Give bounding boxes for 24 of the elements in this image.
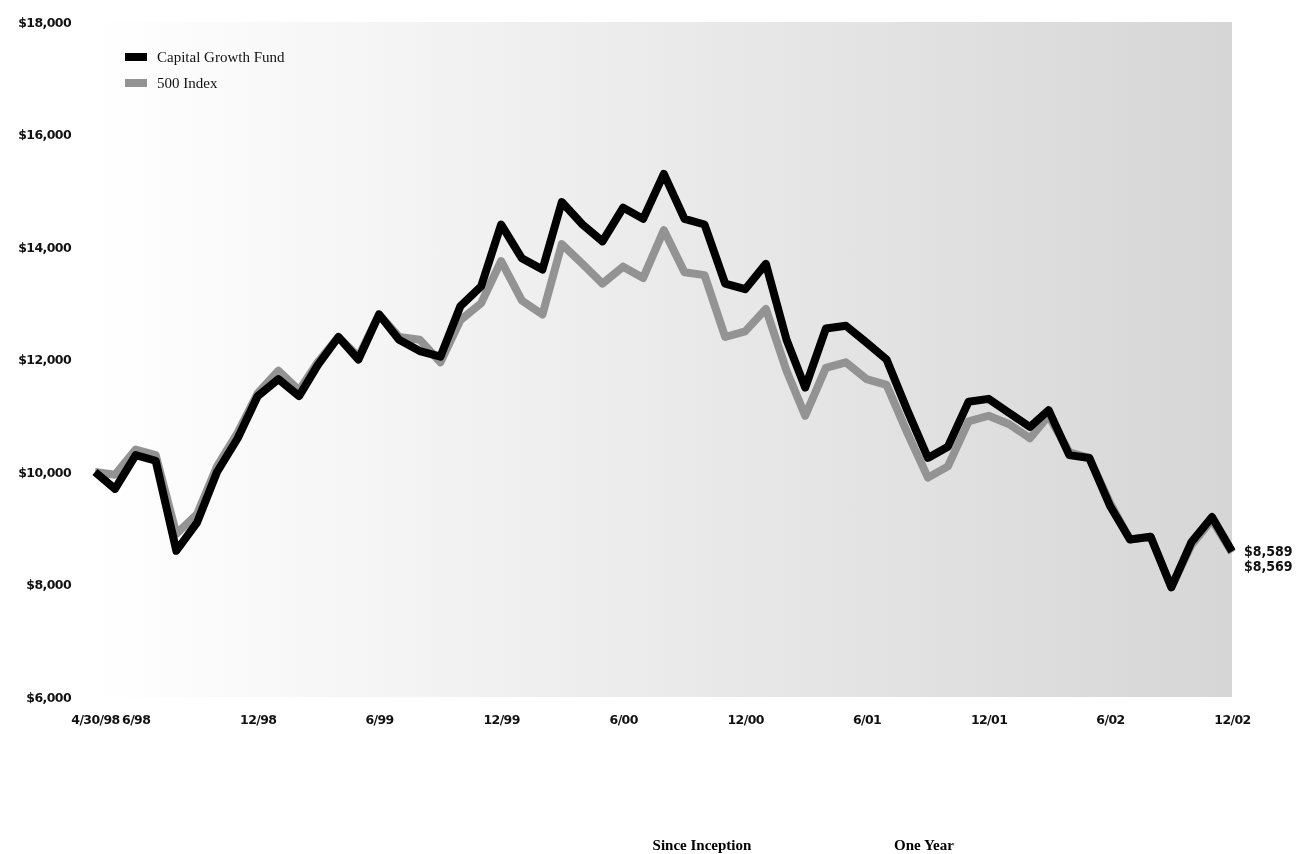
x-tick-label: 12/02 [1214,711,1251,727]
y-tick-label: $18,000 [18,14,72,30]
y-tick-label: $14,000 [18,239,72,255]
y-tick-label: $12,000 [18,352,72,367]
x-tick-label: 6/00 [609,711,639,727]
text: One Year [894,837,955,853]
y-tick-label: $8,000 [26,577,72,592]
y-tick-label: $16,000 [18,127,72,142]
x-tick-label: 12/98 [240,711,277,727]
x-tick-label: 6/98 [122,711,151,727]
x-tick-label: 4/30/98 [71,711,120,727]
x-tick-label: 6/99 [365,711,394,727]
x-tick-label: 6/02 [1096,711,1125,727]
y-tick-label: $10,000 [18,464,72,480]
x-tick-label: 6/01 [852,711,882,727]
annotation: $8,569 [1244,558,1293,575]
annotation: $8,589 [1244,543,1293,560]
x-tick-label: 12/01 [970,711,1008,727]
legend-label: 500 Index [157,75,218,91]
legend-label: Capital Growth Fund [157,49,285,65]
y-tick-label: $6,000 [26,689,72,705]
text: Since Inception [652,837,753,853]
x-tick-label: 12/00 [727,711,765,727]
x-tick-label: 12/99 [483,711,520,727]
